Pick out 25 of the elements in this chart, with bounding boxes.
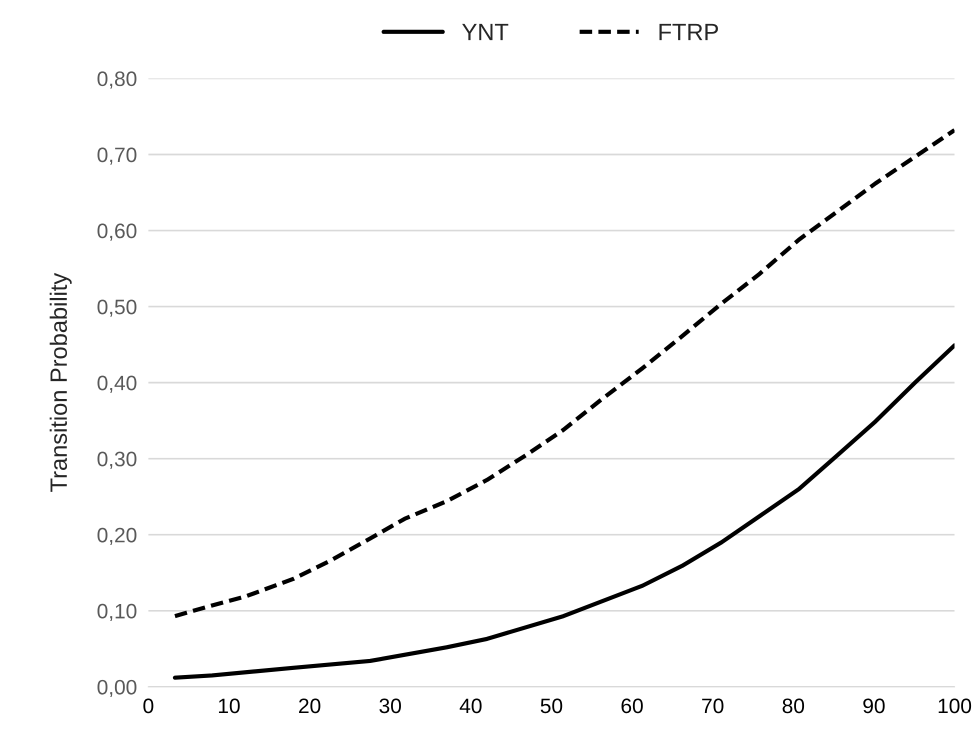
- x-tick-label: 20: [299, 698, 320, 714]
- x-tick-label: 10: [218, 698, 240, 714]
- x-tick-label: 80: [782, 698, 804, 714]
- x-tick-label: 100: [938, 698, 972, 714]
- line-series: [172, 128, 955, 618]
- x-tick-label: 30: [379, 698, 401, 714]
- y-tick-label: 0,20: [98, 528, 136, 545]
- y-tick-label: 0,70: [98, 147, 136, 165]
- legend-label: FTRP: [660, 24, 718, 40]
- x-tick-label: 50: [540, 698, 562, 714]
- x-tick-label: 70: [702, 698, 724, 714]
- y-axis-title: Transition Probability: [50, 272, 72, 492]
- x-tick-label: 40: [460, 698, 482, 714]
- legend-label: YNT: [462, 24, 508, 40]
- x-tick-label: 60: [622, 698, 643, 714]
- y-tick-label: 0,10: [98, 604, 136, 621]
- y-tick-label: 0,50: [98, 300, 136, 317]
- y-tick-label: 0,40: [98, 376, 136, 393]
- y-tick-label: 0,80: [98, 71, 136, 89]
- y-tick-label: 0,00: [98, 680, 136, 698]
- line-series: [172, 343, 955, 680]
- y-tick-label: 0,30: [98, 452, 136, 469]
- x-tick-label: 0: [143, 698, 154, 714]
- x-tick-label: 90: [863, 698, 885, 714]
- y-tick-label: 0,60: [98, 224, 136, 241]
